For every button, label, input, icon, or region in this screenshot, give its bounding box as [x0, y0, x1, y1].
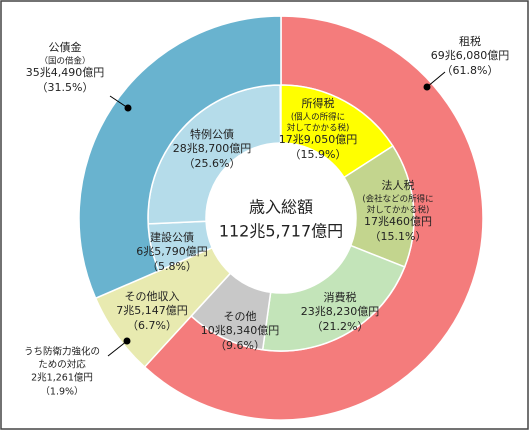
segment-note: 対してかかる税) — [367, 205, 430, 216]
segment-percent: （21.2%） — [312, 320, 369, 333]
segment-name: 法人税 — [382, 178, 415, 192]
segment-amount: 69兆6,080億円 — [431, 49, 510, 62]
breakdown-label: うち防衛力強化の — [24, 346, 100, 358]
leader-dot — [423, 83, 431, 91]
center-title: 歳入総額 — [249, 198, 313, 217]
segment-name: 所得税 — [302, 96, 335, 110]
segment-note: (会社などの所得に — [362, 194, 433, 205]
donut-hole — [206, 143, 356, 293]
segment-note: 対してかかる税) — [287, 123, 350, 134]
segment-amount: 35兆4,490億円 — [26, 66, 105, 79]
segment-name: その他 — [224, 310, 257, 323]
segment-percent: （31.5%） — [37, 81, 94, 94]
segment-percent: （9.6%） — [215, 339, 265, 352]
segment-name: 消費税 — [324, 290, 357, 304]
segment-note: (個人の所得に — [291, 112, 345, 123]
segment-name: 公債金 — [49, 40, 82, 54]
leader-line — [107, 340, 128, 357]
segment-amount: 17兆9,050億円 — [279, 133, 358, 146]
segment-amount: 17兆460億円 — [364, 215, 432, 228]
segment-percent: （25.6%） — [184, 157, 241, 170]
segment-amount: 28兆8,700億円 — [173, 142, 252, 155]
segment-name: 建設公債 — [150, 230, 194, 244]
segment-amount: 10兆8,340億円 — [201, 324, 280, 337]
segment-percent: （5.8%） — [147, 260, 197, 273]
segment-percent: （15.9%） — [290, 148, 347, 161]
breakdown-amount: 2兆1,261億円 — [31, 372, 93, 384]
segment-percent: （61.8%） — [442, 64, 499, 77]
segment-amount: 6兆5,790億円 — [136, 245, 208, 258]
segment-percent: （6.7%） — [127, 319, 177, 332]
leader-line — [109, 95, 129, 109]
leader-line — [426, 71, 446, 88]
segment-name: 特例公債 — [190, 127, 234, 141]
breakdown-label: ための対応 — [38, 359, 86, 371]
leader-dot — [124, 104, 132, 112]
leader-dot — [123, 337, 131, 345]
segment-amount: 23兆8,230億円 — [301, 305, 380, 318]
center-total: 112兆5,717億円 — [219, 222, 343, 241]
segment-name: 租税 — [459, 34, 481, 48]
segment-note: （国の借金） — [39, 56, 90, 67]
segment-amount: 7兆5,147億円 — [116, 304, 188, 317]
breakdown-percent: （1.9%） — [40, 386, 83, 398]
segment-percent: （15.1%） — [370, 230, 427, 243]
segment-name: その他収入 — [125, 290, 180, 303]
donut-segment — [78, 15, 282, 300]
